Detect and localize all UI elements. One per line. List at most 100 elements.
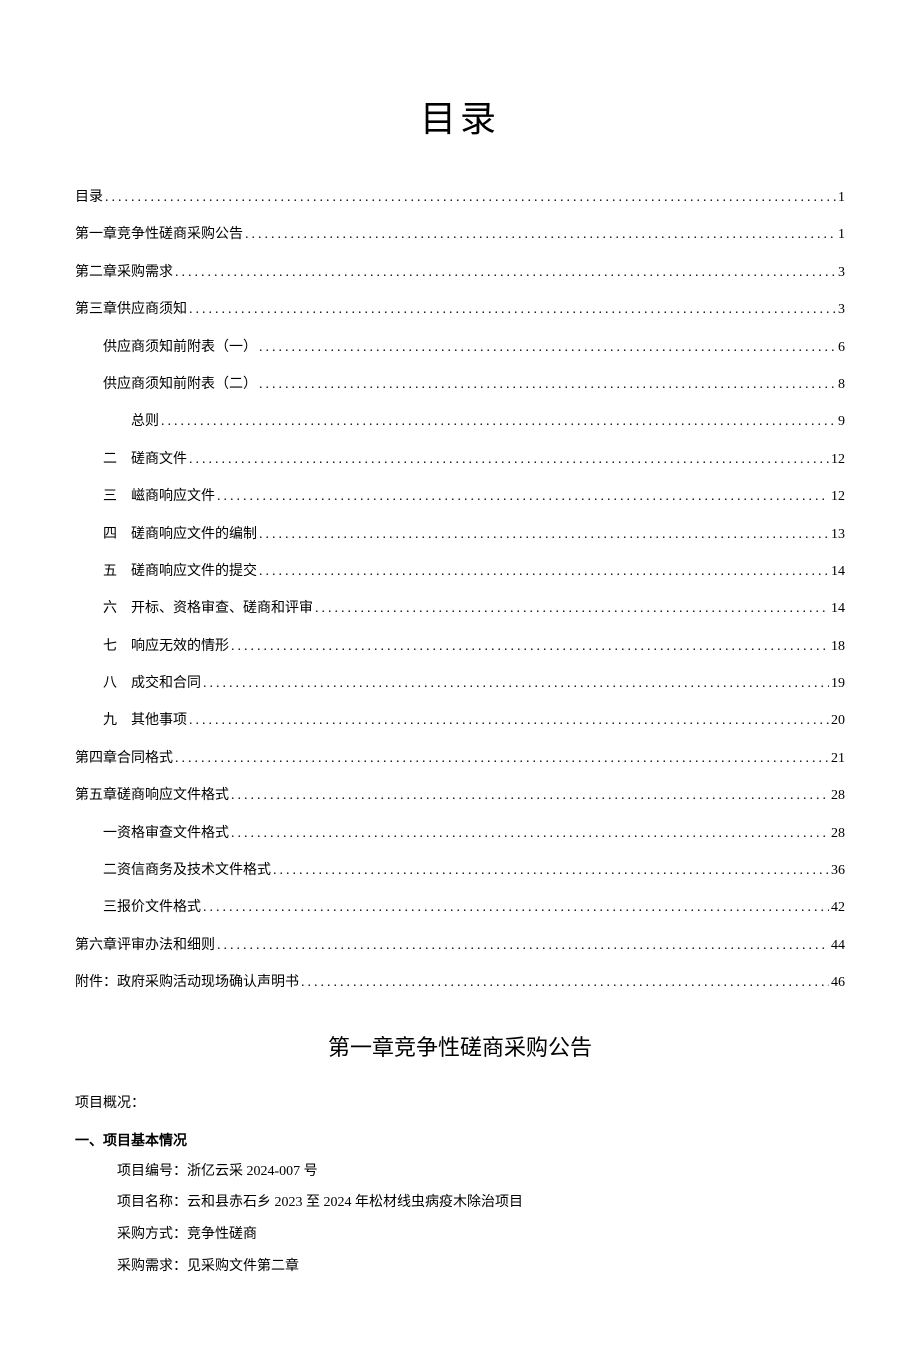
toc-entry-page: 1 [838, 224, 845, 246]
toc-entry: 目录 1 [75, 187, 845, 209]
toc-entry-dots [231, 823, 829, 845]
toc-entry-dots [301, 972, 829, 994]
toc-entry-label: 附件：政府采购活动现场确认声明书 [75, 972, 299, 994]
toc-entry: 供应商须知前附表（一） 6 [75, 337, 845, 359]
toc-entry: 三嵫商响应文件 12 [75, 486, 845, 508]
toc-entry-page: 3 [838, 299, 845, 321]
toc-entry-label: 第六章评审办法和细则 [75, 935, 215, 957]
toc-entry-number: 四 [103, 524, 131, 546]
toc-entry-label: 总则 [131, 411, 159, 433]
toc-entry-number: 六 [103, 598, 131, 620]
toc-entry: 供应商须知前附表（二）8 [75, 374, 845, 396]
toc-entry-page: 46 [831, 972, 845, 994]
toc-entry: 一资格审查文件格式 28 [75, 823, 845, 845]
basic-info-heading: 一、项目基本情况 [75, 1130, 845, 1150]
toc-entry-dots [189, 299, 836, 321]
toc-entry-dots [259, 561, 829, 583]
toc-entry: 第一章竞争性磋商采购公告 1 [75, 224, 845, 246]
toc-entry-dots [203, 897, 829, 919]
toc-entry-page: 42 [831, 897, 845, 919]
toc-entry: 七响应无效的情形18 [75, 636, 845, 658]
toc-entry-dots [161, 411, 836, 433]
toc-entry-page: 6 [838, 337, 845, 359]
toc-entry-page: 28 [831, 823, 845, 845]
toc-entry-page: 20 [831, 710, 845, 732]
toc-entry-dots [217, 486, 829, 508]
toc-entry-dots [259, 374, 836, 396]
toc-entry-dots [203, 673, 829, 695]
toc-entry-dots [259, 337, 836, 359]
toc-entry-page: 1 [838, 187, 845, 209]
toc-entry-page: 19 [831, 673, 845, 695]
toc-entry: 五磋商响应文件的提交 14 [75, 561, 845, 583]
procurement-req-label: 采购需求： [117, 1259, 187, 1274]
toc-entry-label: 其他事项 [131, 710, 187, 732]
toc-entry-label: 嵫商响应文件 [131, 486, 215, 508]
toc-entry-dots [175, 262, 836, 284]
project-name-value: 云和县赤石乡 2023 至 2024 年松材线虫病疫木除治项目 [187, 1195, 523, 1210]
toc-entry-number: 五 [103, 561, 131, 583]
page-title: 目录 [75, 90, 845, 142]
project-number-value: 浙亿云采 2024-007 号 [187, 1164, 318, 1179]
toc-entry-label: 磋商响应文件的提交 [131, 561, 257, 583]
toc-entry-label: 供应商须知前附表（一） [103, 337, 257, 359]
toc-entry: 第五章磋商响应文件格式 28 [75, 785, 845, 807]
toc-entry-page: 18 [831, 636, 845, 658]
toc-entry-dots [273, 860, 829, 882]
toc-entry-dots [231, 785, 829, 807]
toc-entry-dots [189, 710, 829, 732]
toc-entry-label: 第二章采购需求 [75, 262, 173, 284]
table-of-contents: 目录1第一章竞争性磋商采购公告1第二章采购需求3第三章供应商须知3供应商须知前附… [75, 187, 845, 995]
toc-entry-number: 八 [103, 673, 131, 695]
toc-entry-label: 响应无效的情形 [131, 636, 229, 658]
toc-entry-dots [315, 598, 829, 620]
toc-entry: 第二章采购需求 3 [75, 262, 845, 284]
procurement-req-value: 见采购文件第二章 [187, 1259, 299, 1274]
toc-entry-label: 第五章磋商响应文件格式 [75, 785, 229, 807]
toc-entry-dots [189, 449, 829, 471]
project-name-label: 项目名称： [117, 1195, 187, 1210]
toc-entry-number: 三 [103, 486, 131, 508]
toc-entry: 附件：政府采购活动现场确认声明书 46 [75, 972, 845, 994]
toc-entry: 九其他事项20 [75, 710, 845, 732]
toc-entry-label: 三报价文件格式 [103, 897, 201, 919]
toc-entry-page: 44 [831, 935, 845, 957]
toc-entry-page: 13 [831, 524, 845, 546]
toc-entry: 四磋商响应文件的编制13 [75, 524, 845, 546]
toc-entry-dots [175, 748, 829, 770]
procurement-req-line: 采购需求：见采购文件第二章 [75, 1255, 845, 1279]
toc-entry-label: 二资信商务及技术文件格式 [103, 860, 271, 882]
toc-entry-dots [245, 224, 836, 246]
toc-entry: 六开标、资格审查、磋商和评审 14 [75, 598, 845, 620]
toc-entry-label: 第四章合同格式 [75, 748, 173, 770]
toc-entry-page: 14 [831, 598, 845, 620]
toc-entry-dots [231, 636, 829, 658]
toc-entry-dots [259, 524, 829, 546]
toc-entry-page: 21 [831, 748, 845, 770]
toc-entry: 总则 9 [75, 411, 845, 433]
toc-entry-number: 二 [103, 449, 131, 471]
toc-entry-page: 14 [831, 561, 845, 583]
toc-entry-label: 目录 [75, 187, 103, 209]
toc-entry-page: 12 [831, 486, 845, 508]
toc-entry-page: 9 [838, 411, 845, 433]
project-number-label: 项目编号： [117, 1164, 187, 1179]
project-number-line: 项目编号：浙亿云采 2024-007 号 [75, 1160, 845, 1184]
toc-entry: 二资信商务及技术文件格式36 [75, 860, 845, 882]
toc-entry: 第三章供应商须知3 [75, 299, 845, 321]
toc-entry-label: 一资格审查文件格式 [103, 823, 229, 845]
procurement-method-label: 采购方式： [117, 1227, 187, 1242]
toc-entry: 二磋商文件12 [75, 449, 845, 471]
toc-entry-page: 28 [831, 785, 845, 807]
procurement-method-line: 采购方式：竞争性磋商 [75, 1223, 845, 1247]
toc-entry: 三报价文件格式 42 [75, 897, 845, 919]
toc-entry-page: 3 [838, 262, 845, 284]
toc-entry-label: 第一章竞争性磋商采购公告 [75, 224, 243, 246]
project-name-line: 项目名称：云和县赤石乡 2023 至 2024 年松材线虫病疫木除治项目 [75, 1191, 845, 1215]
toc-entry-label: 供应商须知前附表（二） [103, 374, 257, 396]
toc-entry-label: 磋商文件 [131, 449, 187, 471]
overview-label: 项目概况： [75, 1092, 845, 1112]
toc-entry-label: 开标、资格审查、磋商和评审 [131, 598, 313, 620]
toc-entry: 第四章合同格式 21 [75, 748, 845, 770]
chapter-heading: 第一章竞争性磋商采购公告 [75, 1030, 845, 1062]
